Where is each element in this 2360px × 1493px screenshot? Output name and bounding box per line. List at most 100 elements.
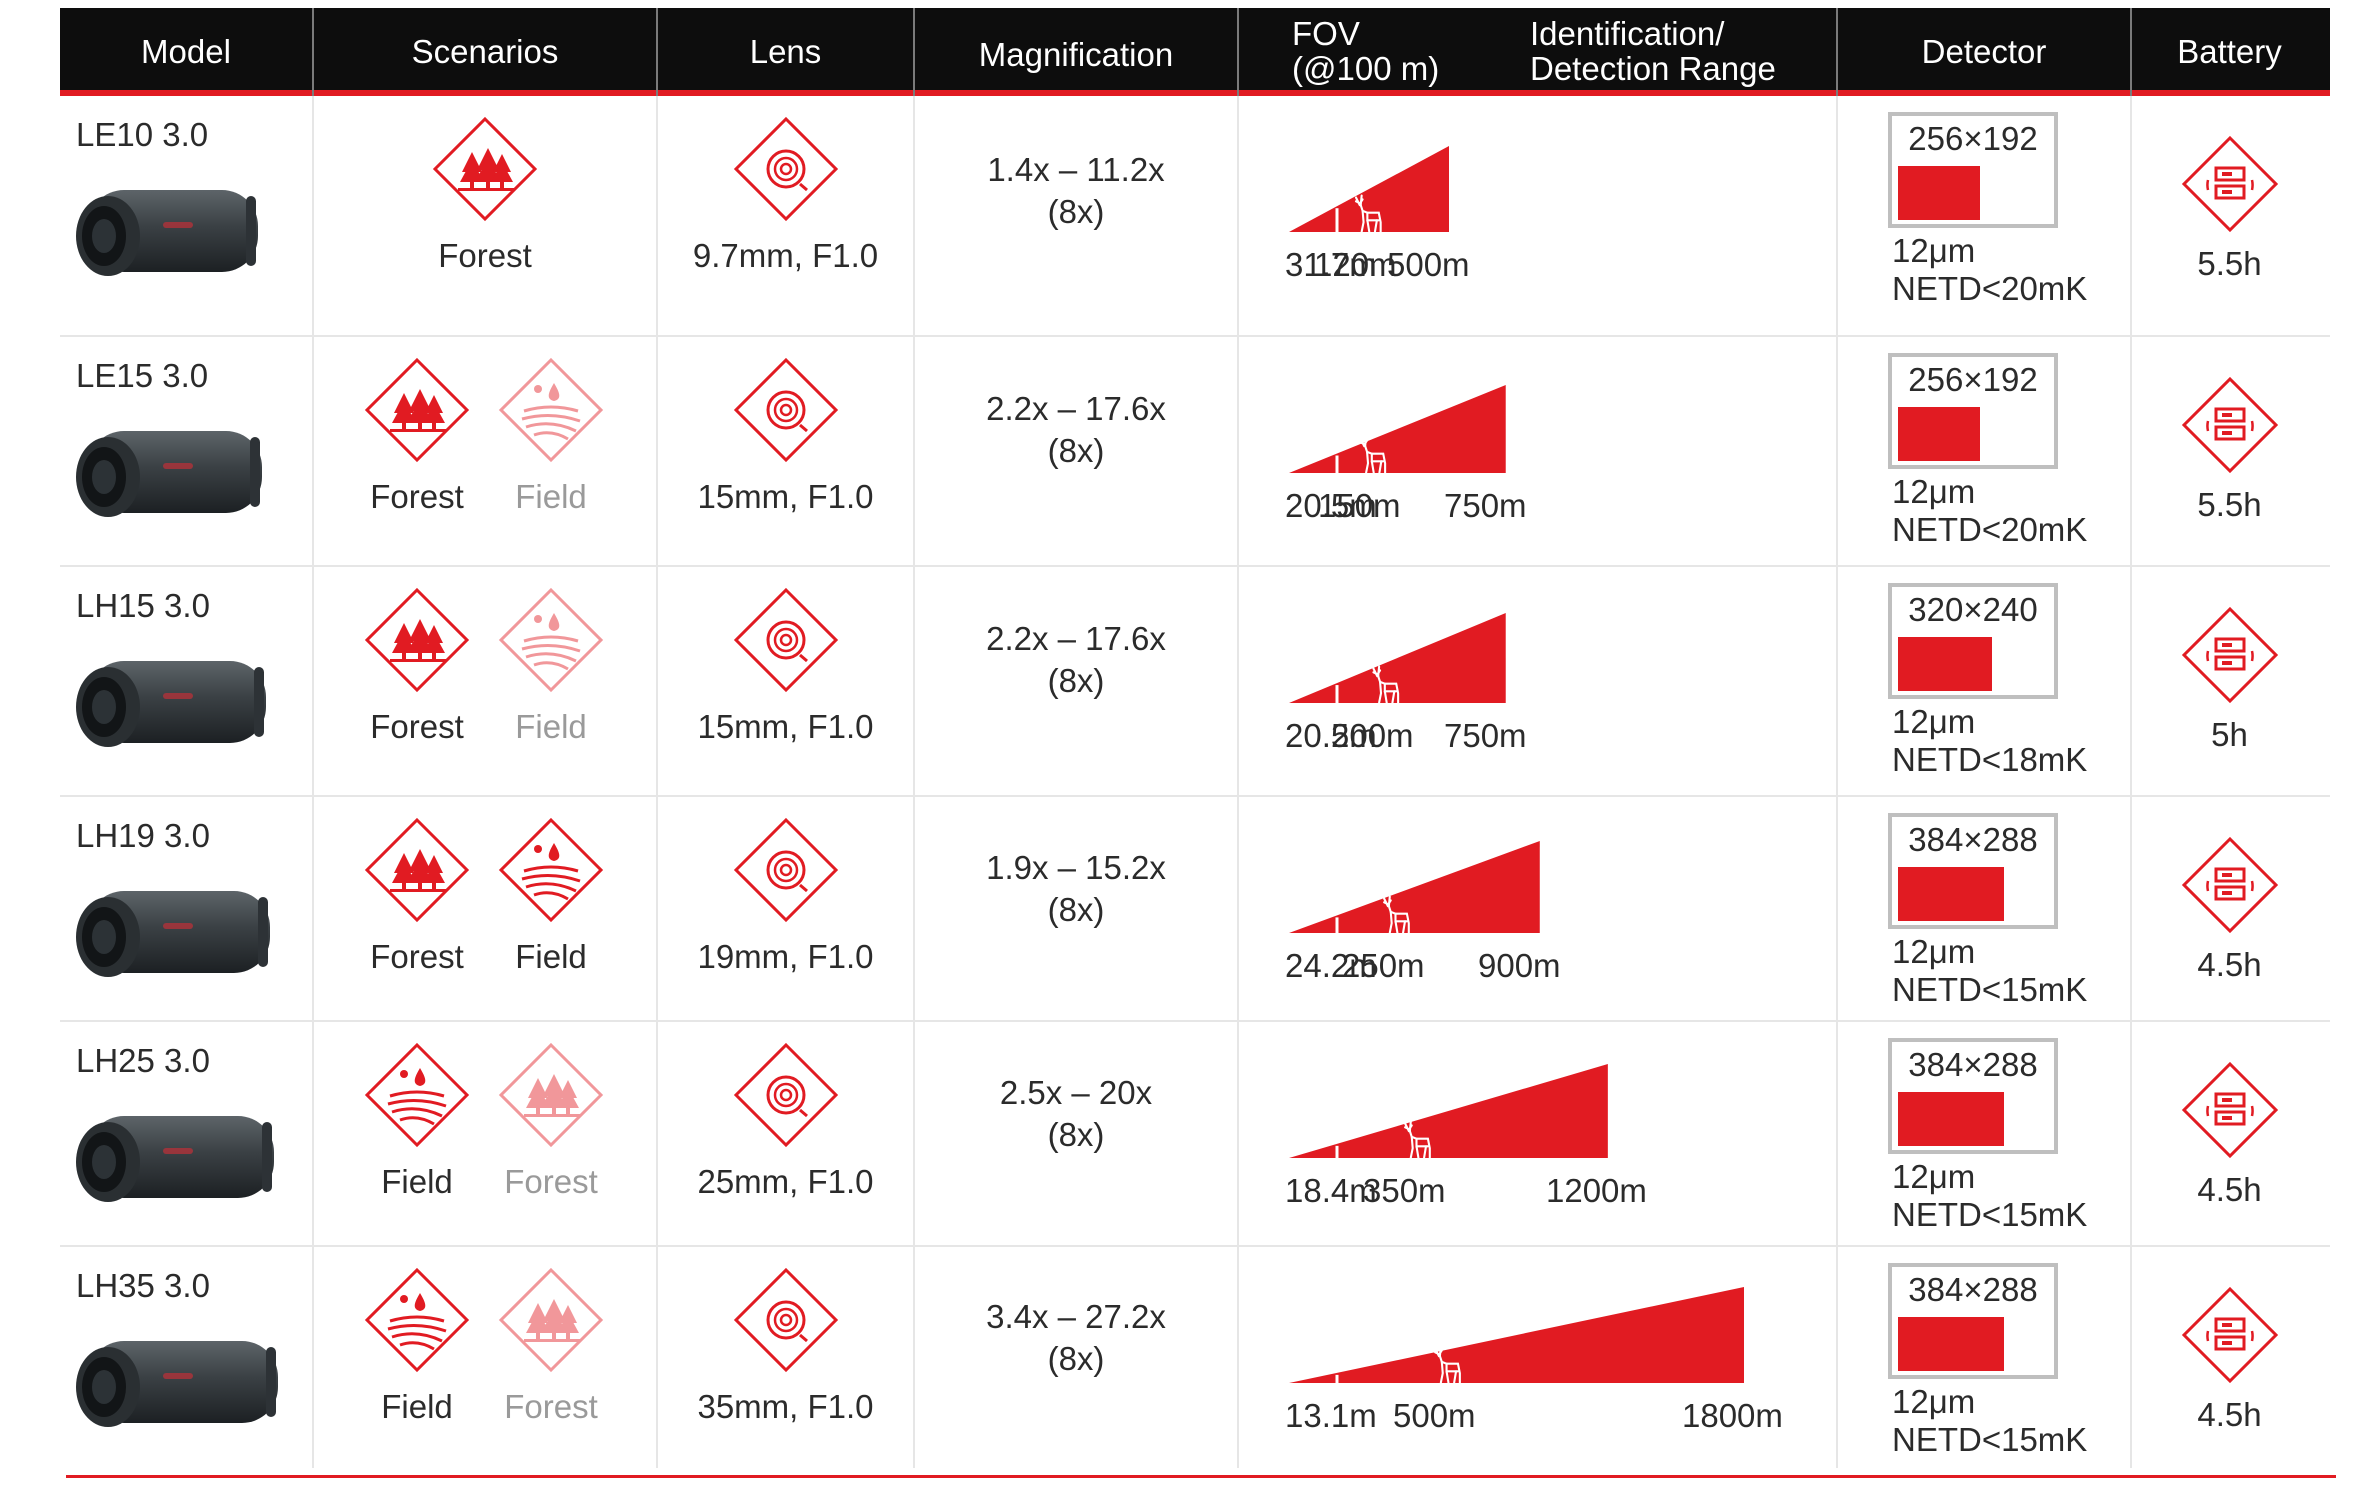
detector-resolution: 384×288 [1908, 821, 2038, 858]
pixel-pitch: 12μm [1892, 473, 1976, 510]
table-row: LH19 3.0 Forest Field [60, 797, 2330, 1022]
column-divider [312, 96, 314, 1468]
detector-specs: 12μm NETD<15mK [1892, 1158, 2087, 1234]
resolution-bar [1898, 166, 1980, 220]
battery: 5h [2132, 605, 2327, 754]
detector-resolution-box: 320×240 [1888, 583, 2058, 699]
field-icon [496, 357, 606, 469]
identification-range: 200m [1331, 717, 1414, 754]
battery-cell: 5.5h [2132, 337, 2327, 565]
model-cell: LH19 3.0 [60, 797, 312, 1020]
range-cell: 18.4m 350m 1200m [1239, 1022, 1834, 1245]
battery-icon [2180, 135, 2280, 238]
lens-spec: 9.7mm, F1.0 [658, 114, 913, 275]
range-wedge [1289, 841, 1540, 933]
range-cell: 24.2m 250m 900m [1239, 797, 1834, 1020]
magnification-zoom: (8x) [1047, 891, 1105, 928]
detection-range: 750m [1444, 487, 1527, 524]
fov-value: 18.4m [1285, 1172, 1377, 1209]
detector-specs: 12μm NETD<18mK [1892, 703, 2087, 779]
scenario-forest: Forest [486, 1040, 616, 1201]
scenario-label: Field [381, 1388, 453, 1425]
scenarios-cell: Forest [314, 96, 656, 335]
lens-cell: 15mm, F1.0 [658, 567, 913, 795]
fov-value: 31.7m [1285, 246, 1377, 283]
fov-value: 13.1m [1285, 1397, 1377, 1434]
detector-cell: 384×288 12μm NETD<15mK [1838, 1022, 2130, 1245]
magnification-range: 1.9x – 15.2x [986, 849, 1166, 886]
detector-resolution-box: 384×288 [1888, 813, 2058, 929]
resolution-bar [1898, 407, 1980, 461]
scenarios-cell: Forest Field [314, 567, 656, 795]
lens-label: 15mm, F1.0 [697, 708, 874, 745]
lens-label: 15mm, F1.0 [697, 478, 874, 515]
forest-icon [496, 1267, 606, 1379]
pixel-pitch: 12μm [1892, 1158, 1976, 1195]
identification-range: 350m [1363, 1172, 1446, 1209]
header-divider [312, 8, 314, 96]
device-image [68, 879, 298, 1004]
lens-spec: 15mm, F1.0 [658, 355, 913, 516]
lens-spec: 19mm, F1.0 [658, 815, 913, 976]
range-wedge [1289, 613, 1506, 703]
deer-icon [1404, 1120, 1431, 1159]
header-magnification: Magnification [978, 35, 1174, 73]
battery-icon [2180, 376, 2280, 479]
battery-life: 5h [2211, 716, 2248, 753]
header-divider [656, 8, 658, 96]
netd: NETD<15mK [1892, 1196, 2088, 1233]
range-wedge [1289, 146, 1449, 232]
magnification-zoom: (8x) [1047, 662, 1105, 699]
magnification: 1.9x – 15.2x (8x) [915, 847, 1237, 931]
battery-cell: 5h [2132, 567, 2327, 795]
scenario-label: Forest [370, 478, 464, 515]
detector-cell: 384×288 12μm NETD<15mK [1838, 797, 2130, 1020]
device-image [68, 649, 298, 774]
model-name: LH35 3.0 [76, 1267, 210, 1304]
scenario-label: Field [515, 938, 587, 975]
scenario-forest: Forest [352, 585, 482, 746]
scenario-field: Field [352, 1040, 482, 1201]
range-wedge [1289, 1064, 1608, 1158]
header-divider [1237, 8, 1239, 96]
battery-cell: 4.5h [2132, 1247, 2327, 1468]
header-fov-line2: (@100 m) [1292, 50, 1440, 87]
lens-spec: 35mm, F1.0 [658, 1265, 913, 1426]
identification-range: 120m [1314, 246, 1397, 283]
scenario-field: Field [486, 815, 616, 976]
detection-range: 900m [1478, 947, 1561, 984]
lens-cell: 9.7mm, F1.0 [658, 96, 913, 335]
lens-icon [731, 817, 841, 929]
deer-icon [1383, 895, 1410, 934]
magnification-cell: 2.5x – 20x (8x) [915, 1022, 1237, 1245]
model-name: LE10 3.0 [76, 116, 209, 153]
detector-cell: 384×288 12μm NETD<15mK [1838, 1247, 2130, 1468]
resolution-bar [1898, 867, 2004, 921]
spec-table: Model Scenarios Lens Magnification FOV (… [60, 8, 2330, 1468]
lens-label: 35mm, F1.0 [697, 1388, 874, 1425]
model-cell: LE15 3.0 [60, 337, 312, 565]
magnification: 1.4x – 11.2x (8x) [915, 149, 1237, 233]
model-name: LH15 3.0 [76, 587, 210, 624]
header-divider [2130, 8, 2132, 96]
magnification-range: 2.5x – 20x [999, 1074, 1153, 1111]
magnification-range: 2.2x – 17.6x [986, 390, 1166, 427]
range-wedge [1289, 385, 1506, 473]
model-name: LE15 3.0 [76, 357, 209, 394]
detector-resolution: 384×288 [1908, 1271, 2038, 1308]
scenario-field: Field [486, 585, 616, 746]
scenario-field: Field [352, 1265, 482, 1426]
netd: NETD<20mK [1892, 270, 2088, 307]
detector-resolution-box: 256×192 [1888, 112, 2058, 228]
battery: 4.5h [2132, 1060, 2327, 1209]
detector-specs: 12μm NETD<15mK [1892, 1383, 2087, 1459]
magnification-zoom: (8x) [1047, 432, 1105, 469]
column-divider [1237, 96, 1239, 1468]
fov-value: 20.5m [1285, 717, 1377, 754]
range-cell: 20.5m 200m 750m [1239, 567, 1834, 795]
header-fov-line1: FOV [1292, 15, 1360, 53]
battery-icon [2180, 836, 2280, 939]
header-range-line2: Detection Range [1530, 50, 1776, 87]
table-row: LH15 3.0 Forest Field [60, 567, 2330, 797]
magnification-cell: 2.2x – 17.6x (8x) [915, 567, 1237, 795]
